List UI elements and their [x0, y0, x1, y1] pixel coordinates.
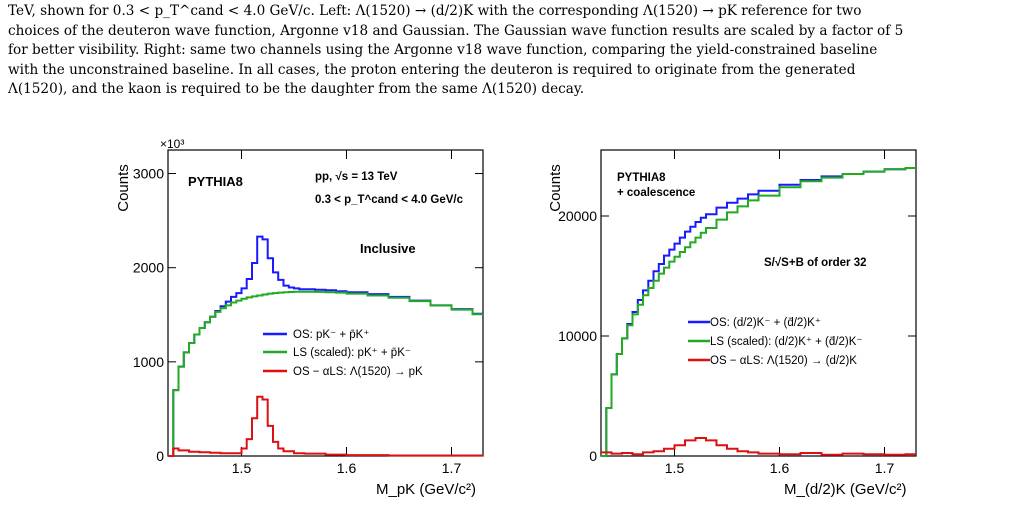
right-annotation-significance: S/√S+B of order 32	[764, 256, 867, 269]
left-y-tick-label: 1000	[133, 354, 164, 370]
right-legend-ls: LS (scaled): (d/2)K⁺ + (d̄/2)K⁻	[710, 336, 862, 348]
right-x-tick-label: 1.7	[875, 460, 895, 476]
caption-line: Λ(1520), and the kaon is required to be …	[8, 81, 585, 97]
right-y-tick-label: 0	[589, 448, 597, 464]
right-legend-sig: OS − αLS: Λ(1520) → (d/2)K	[710, 355, 857, 367]
left-y-tick-label: 0	[156, 448, 164, 464]
left-legend: OS: pK⁻ + p̄K⁺ LS (scaled): pK⁺ + p̄K⁻ O…	[263, 329, 423, 378]
left-annotation-selection: Inclusive	[360, 241, 416, 256]
left-y-tick-label: 3000	[133, 166, 164, 182]
right-series-line-2	[601, 437, 916, 456]
right-x-axis-label: M_(d/2)K (GeV/c²)	[784, 481, 907, 498]
right-x-tick-label: 1.6	[770, 460, 790, 476]
right-plot-frame	[600, 149, 917, 457]
left-legend-sig: OS − αLS: Λ(1520) → pK	[293, 366, 423, 378]
left-x-ticks: 1.5 1.6 1.7	[232, 150, 462, 476]
left-x-tick-label: 1.6	[337, 460, 357, 476]
right-y-ticks: 0 10000 20000	[558, 208, 916, 464]
figure-caption: TeV, shown for 0.3 < p_T^cand < 4.0 GeV/…	[8, 2, 1020, 100]
right-plot: 0 10000 20000 1.5 1.6 1.7 Counts M_(d/2)K (G…	[547, 149, 917, 498]
caption-line: TeV, shown for 0.3 < p_T^cand < 4.0 GeV/…	[8, 3, 862, 19]
left-y-multiplier: ×10³	[160, 137, 184, 151]
right-annotation-coalescence: + coalescence	[617, 187, 695, 199]
left-x-axis-label: M_pK (GeV/c²)	[376, 481, 476, 498]
right-annotation-generator: PYTHIA8	[617, 172, 666, 184]
left-y-axis-label: Counts	[115, 164, 132, 212]
right-x-ticks: 1.5 1.6 1.7	[665, 150, 895, 476]
left-annotation-energy: pp, √s = 13 TeV	[315, 170, 398, 183]
right-legend-os: OS: (d/2)K⁻ + (d̄/2)K⁺	[710, 317, 821, 329]
left-plot: 0 1000 2000 3000 1.5 1.6 1.7 Counts ×10³ M_pK…	[115, 137, 484, 498]
left-series-line-2	[168, 395, 483, 457]
left-plot-frame	[167, 149, 484, 457]
right-series	[601, 167, 916, 457]
right-series-line-0	[601, 167, 916, 457]
right-y-tick-label: 20000	[558, 208, 597, 224]
left-x-tick-label: 1.5	[232, 460, 252, 476]
left-x-tick-label: 1.7	[442, 460, 462, 476]
left-series-line-1	[168, 290, 483, 457]
left-legend-ls: LS (scaled): pK⁺ + p̄K⁻	[293, 347, 411, 359]
left-annotation-generator: PYTHIA8	[188, 174, 243, 189]
left-series	[168, 235, 483, 457]
right-legend: OS: (d/2)K⁻ + (d̄/2)K⁺ LS (scaled): (d/2…	[688, 317, 862, 367]
right-y-tick-label: 10000	[558, 328, 597, 344]
right-series-line-1	[601, 167, 916, 457]
left-legend-os: OS: pK⁻ + p̄K⁺	[293, 329, 369, 341]
left-annotation-pt-range: 0.3 < p_T^cand < 4.0 GeV/c	[315, 194, 464, 206]
caption-line: for better visibility. Right: same two c…	[8, 42, 878, 58]
caption-line: choices of the deuteron wave function, A…	[8, 22, 904, 39]
caption-line: with the unconstrained baseline. In all …	[8, 61, 856, 78]
right-x-tick-label: 1.5	[665, 460, 685, 476]
right-y-axis-label: Counts	[547, 164, 564, 212]
left-y-ticks: 0 1000 2000 3000	[133, 166, 483, 464]
left-y-tick-label: 2000	[133, 260, 164, 276]
